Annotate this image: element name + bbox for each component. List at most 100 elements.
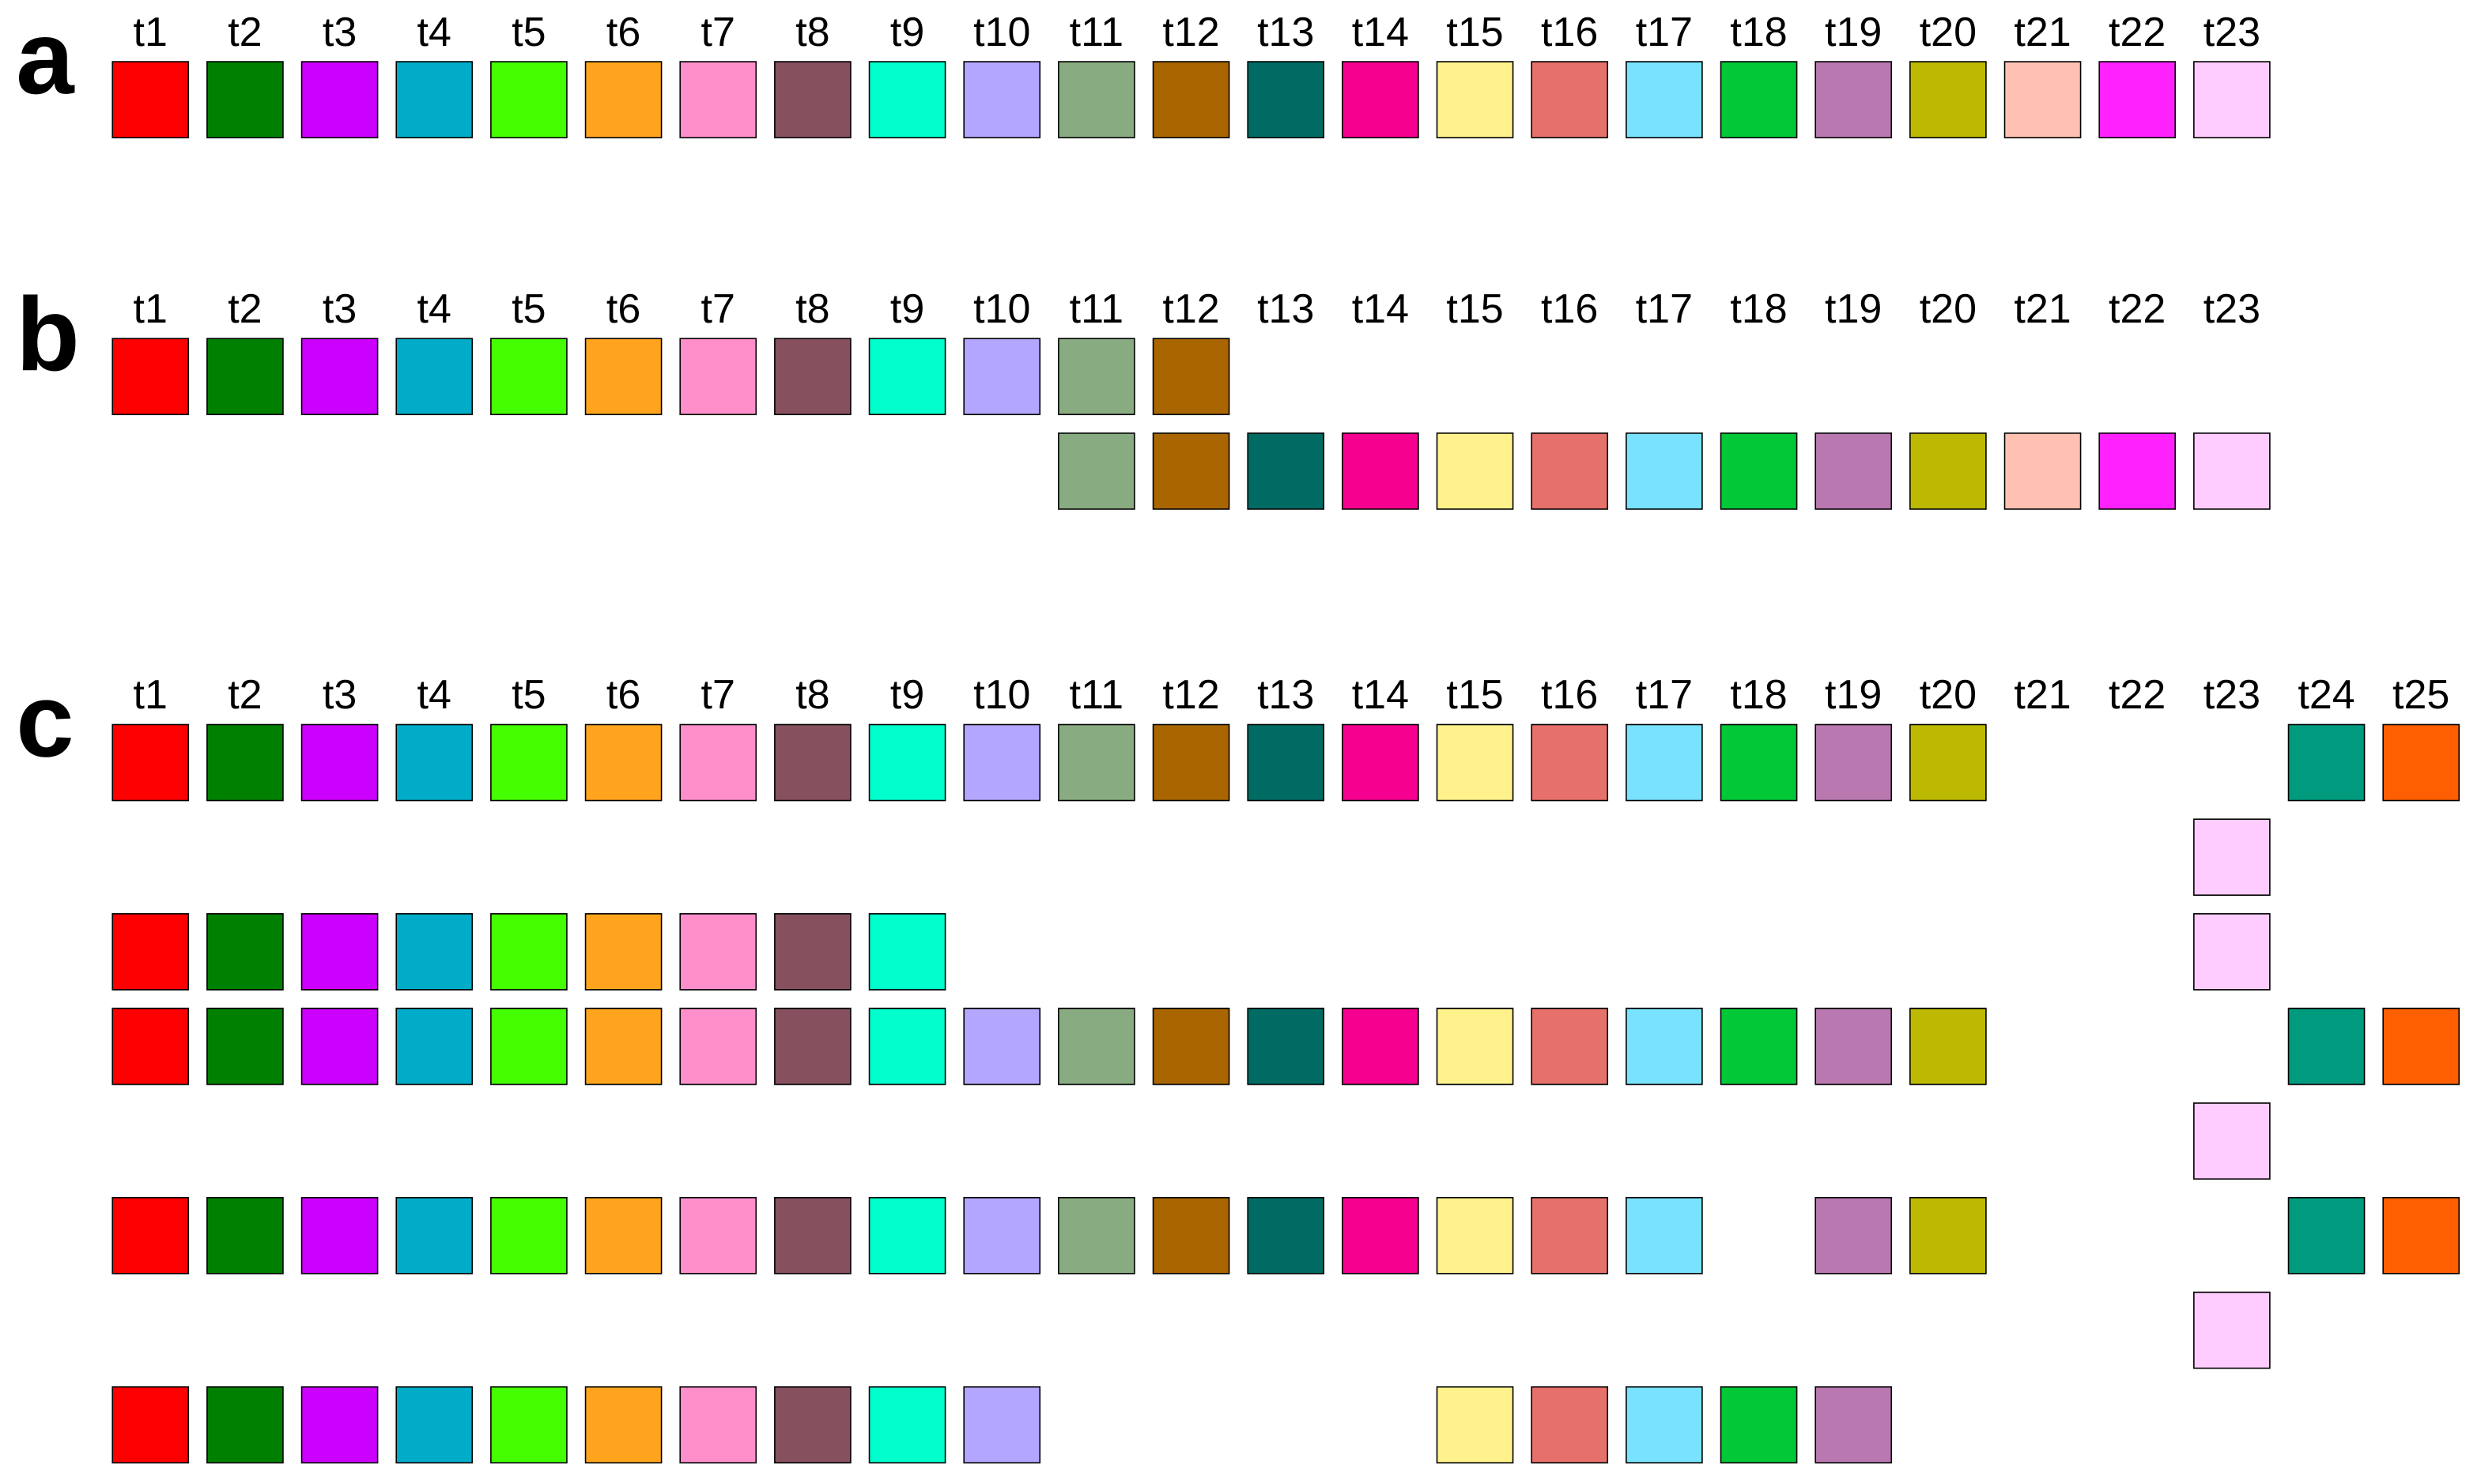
time-label: t4 [417,286,451,332]
time-label: t8 [795,672,829,718]
cell [490,1386,568,1463]
time-label: t7 [701,672,735,718]
time-label: t15 [1446,672,1503,718]
cell [111,913,190,991]
time-label: t14 [1352,286,1409,332]
cell [679,913,757,991]
time-label: t2 [228,286,262,332]
time-label: t1 [134,9,168,55]
cell [2382,1007,2460,1086]
time-label: t6 [606,286,640,332]
time-label: t22 [2109,9,2166,55]
cell [206,723,284,802]
cell [1720,61,1798,138]
cell [868,1386,946,1463]
time-label: t9 [890,672,924,718]
time-label: t12 [1162,286,1219,332]
cell [1342,61,1419,138]
cell [679,338,757,416]
cell [2382,723,2460,802]
time-label: t13 [1257,286,1314,332]
time-label: t14 [1352,672,1409,718]
cell [395,1386,474,1463]
time-label: t10 [973,286,1030,332]
time-label: t11 [1070,9,1123,55]
cell [1436,61,1514,138]
cell [1626,1007,1703,1086]
cell [2098,61,2177,138]
cell [1720,1007,1798,1086]
time-label: t19 [1825,286,1882,332]
cell [963,338,1041,416]
cell [584,1197,663,1274]
time-label: t10 [973,9,1030,55]
cell [774,61,852,138]
cell [1247,1007,1325,1086]
cell [1342,1197,1419,1274]
cell [2193,913,2271,991]
time-label: t12 [1162,672,1219,718]
cell [1247,61,1325,138]
time-label: t15 [1446,286,1503,332]
cell [206,1007,284,1086]
cell [1814,432,1893,510]
cell [868,338,946,416]
time-label: t16 [1541,9,1598,55]
cell [2287,1197,2366,1274]
time-label: t18 [1730,286,1787,332]
time-label: t4 [417,9,451,55]
cell [1531,432,1609,510]
time-label: t18 [1730,672,1787,718]
cell [1436,1386,1514,1463]
cell [111,61,190,138]
time-label: t19 [1825,9,1882,55]
time-label: t13 [1257,9,1314,55]
cell [2193,818,2271,897]
cell [300,1197,379,1274]
cell [1814,61,1893,138]
time-label: t6 [606,9,640,55]
cell [679,1386,757,1463]
cell [1909,61,1987,138]
time-label: t20 [1920,672,1977,718]
time-label: t17 [1636,286,1693,332]
cell [584,61,663,138]
cell [1626,61,1703,138]
cell [395,61,474,138]
time-label: t15 [1446,9,1503,55]
cell [1531,1197,1609,1274]
cell [111,723,190,802]
cell [395,913,474,991]
time-label: t24 [2298,672,2354,718]
cell [2382,1197,2460,1274]
cell [300,723,379,802]
time-label: t9 [890,286,924,332]
cell [584,338,663,416]
cell [1626,1386,1703,1463]
cell [1720,723,1798,802]
time-label: t16 [1541,672,1598,718]
time-label: t17 [1636,9,1693,55]
time-label: t21 [2014,672,2071,718]
cell [1814,723,1893,802]
cell [2193,1291,2271,1369]
cell [1909,723,1987,802]
cell [1342,432,1419,510]
cell [963,1197,1041,1274]
time-label: t2 [228,9,262,55]
time-label: t10 [973,672,1030,718]
cell [300,1386,379,1463]
cell [868,1197,946,1274]
cell [963,1007,1041,1086]
cell [679,1007,757,1086]
cell [868,61,946,138]
cell [868,913,946,991]
time-label: t22 [2109,672,2166,718]
time-label: t1 [134,286,168,332]
time-label: t5 [512,9,546,55]
cell [206,338,284,416]
time-label: t9 [890,9,924,55]
cell [963,1386,1041,1463]
cell [300,338,379,416]
cell [774,723,852,802]
